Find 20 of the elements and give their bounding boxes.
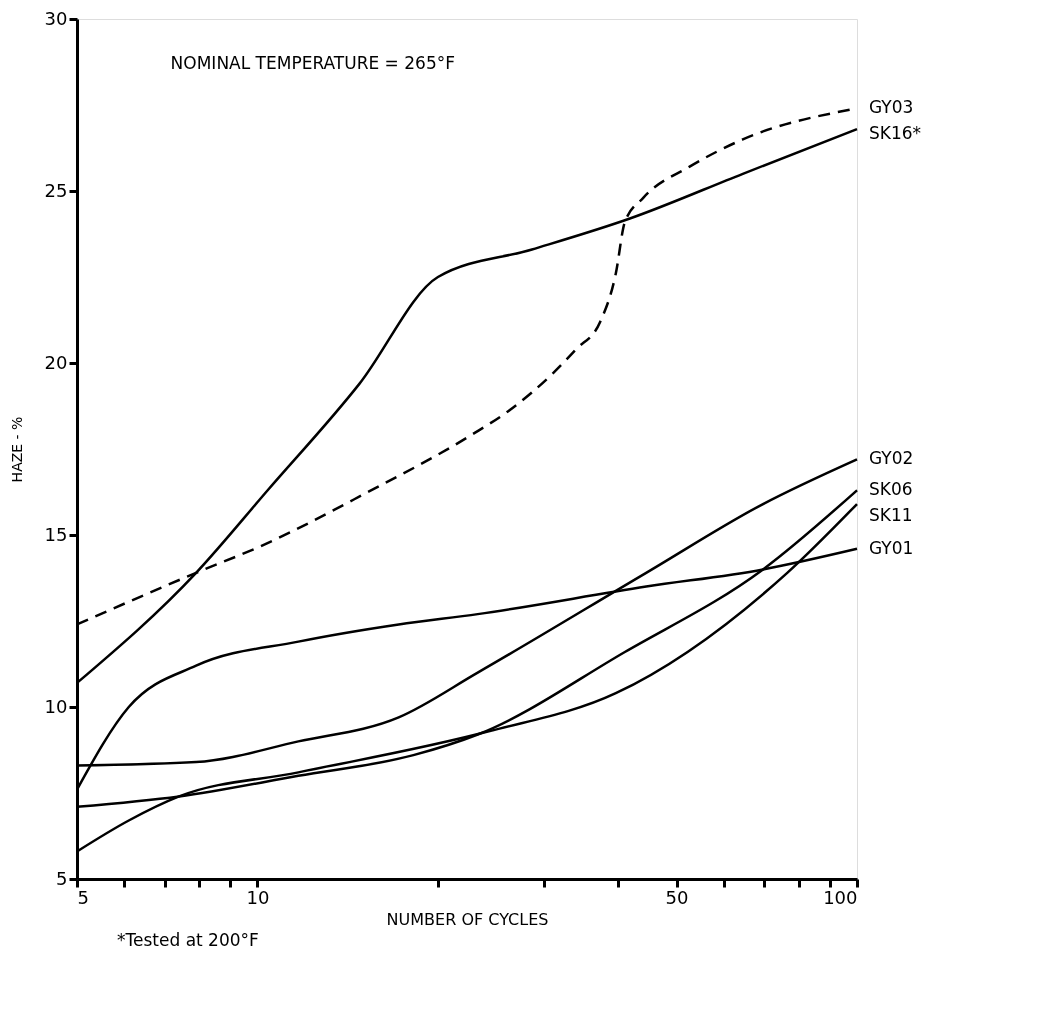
series-label: SK11 — [869, 505, 913, 526]
series-label: GY02 — [869, 448, 914, 469]
y-tick-label: 5 — [56, 867, 68, 889]
x-tick-label: 100 — [823, 886, 858, 908]
series-label: GY01 — [869, 537, 914, 558]
x-tick-label: 5 — [77, 886, 89, 908]
y-tick-label: 15 — [44, 523, 68, 545]
annotation: NOMINAL TEMPERATURE = 265°F — [170, 53, 455, 73]
x-tick-label: 10 — [246, 886, 270, 908]
y-axis-title: HAZE - % — [8, 416, 25, 483]
y-tick-label: 20 — [44, 351, 68, 373]
series-label: SK16* — [869, 123, 922, 144]
x-axis-title: NUMBER OF CYCLES — [386, 909, 549, 929]
y-tick-label: 25 — [44, 179, 68, 201]
series-label: GY03 — [869, 97, 914, 118]
series-label: SK06 — [869, 479, 913, 500]
y-tick-label: 30 — [44, 7, 68, 29]
y-tick-label: 10 — [44, 695, 68, 717]
x-tick-label: 50 — [665, 886, 689, 908]
text: *Tested at 200°F — [117, 930, 259, 950]
